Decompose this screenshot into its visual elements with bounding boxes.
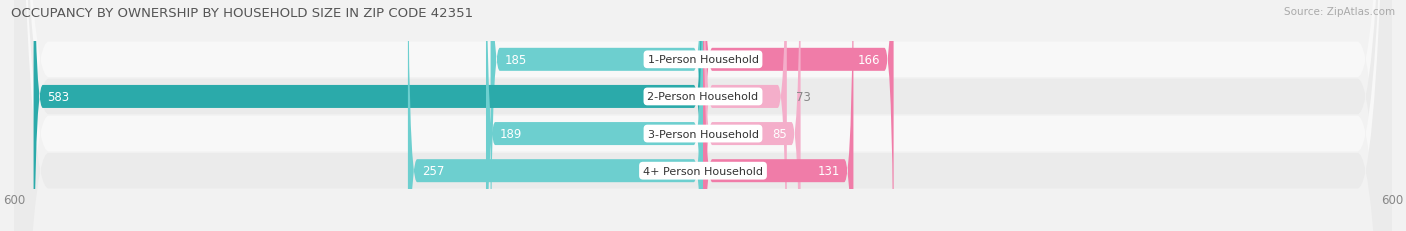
Text: 583: 583	[48, 91, 69, 103]
FancyBboxPatch shape	[408, 0, 703, 231]
Text: 131: 131	[817, 164, 839, 177]
FancyBboxPatch shape	[14, 0, 1392, 231]
FancyBboxPatch shape	[486, 0, 703, 231]
Text: 1-Person Household: 1-Person Household	[648, 55, 758, 65]
FancyBboxPatch shape	[491, 0, 703, 231]
Text: 189: 189	[499, 128, 522, 140]
FancyBboxPatch shape	[703, 0, 894, 231]
FancyBboxPatch shape	[34, 0, 703, 231]
FancyBboxPatch shape	[14, 0, 1392, 231]
Text: 3-Person Household: 3-Person Household	[648, 129, 758, 139]
Text: 2-Person Household: 2-Person Household	[647, 92, 759, 102]
FancyBboxPatch shape	[14, 0, 1392, 231]
FancyBboxPatch shape	[703, 0, 853, 231]
FancyBboxPatch shape	[14, 0, 1392, 231]
Text: 166: 166	[858, 54, 880, 67]
Text: 185: 185	[505, 54, 527, 67]
Text: 85: 85	[772, 128, 787, 140]
Text: OCCUPANCY BY OWNERSHIP BY HOUSEHOLD SIZE IN ZIP CODE 42351: OCCUPANCY BY OWNERSHIP BY HOUSEHOLD SIZE…	[11, 7, 474, 20]
Text: 4+ Person Household: 4+ Person Household	[643, 166, 763, 176]
Text: Source: ZipAtlas.com: Source: ZipAtlas.com	[1284, 7, 1395, 17]
FancyBboxPatch shape	[703, 0, 787, 231]
Text: 257: 257	[422, 164, 444, 177]
Text: 73: 73	[796, 91, 811, 103]
FancyBboxPatch shape	[703, 0, 800, 231]
